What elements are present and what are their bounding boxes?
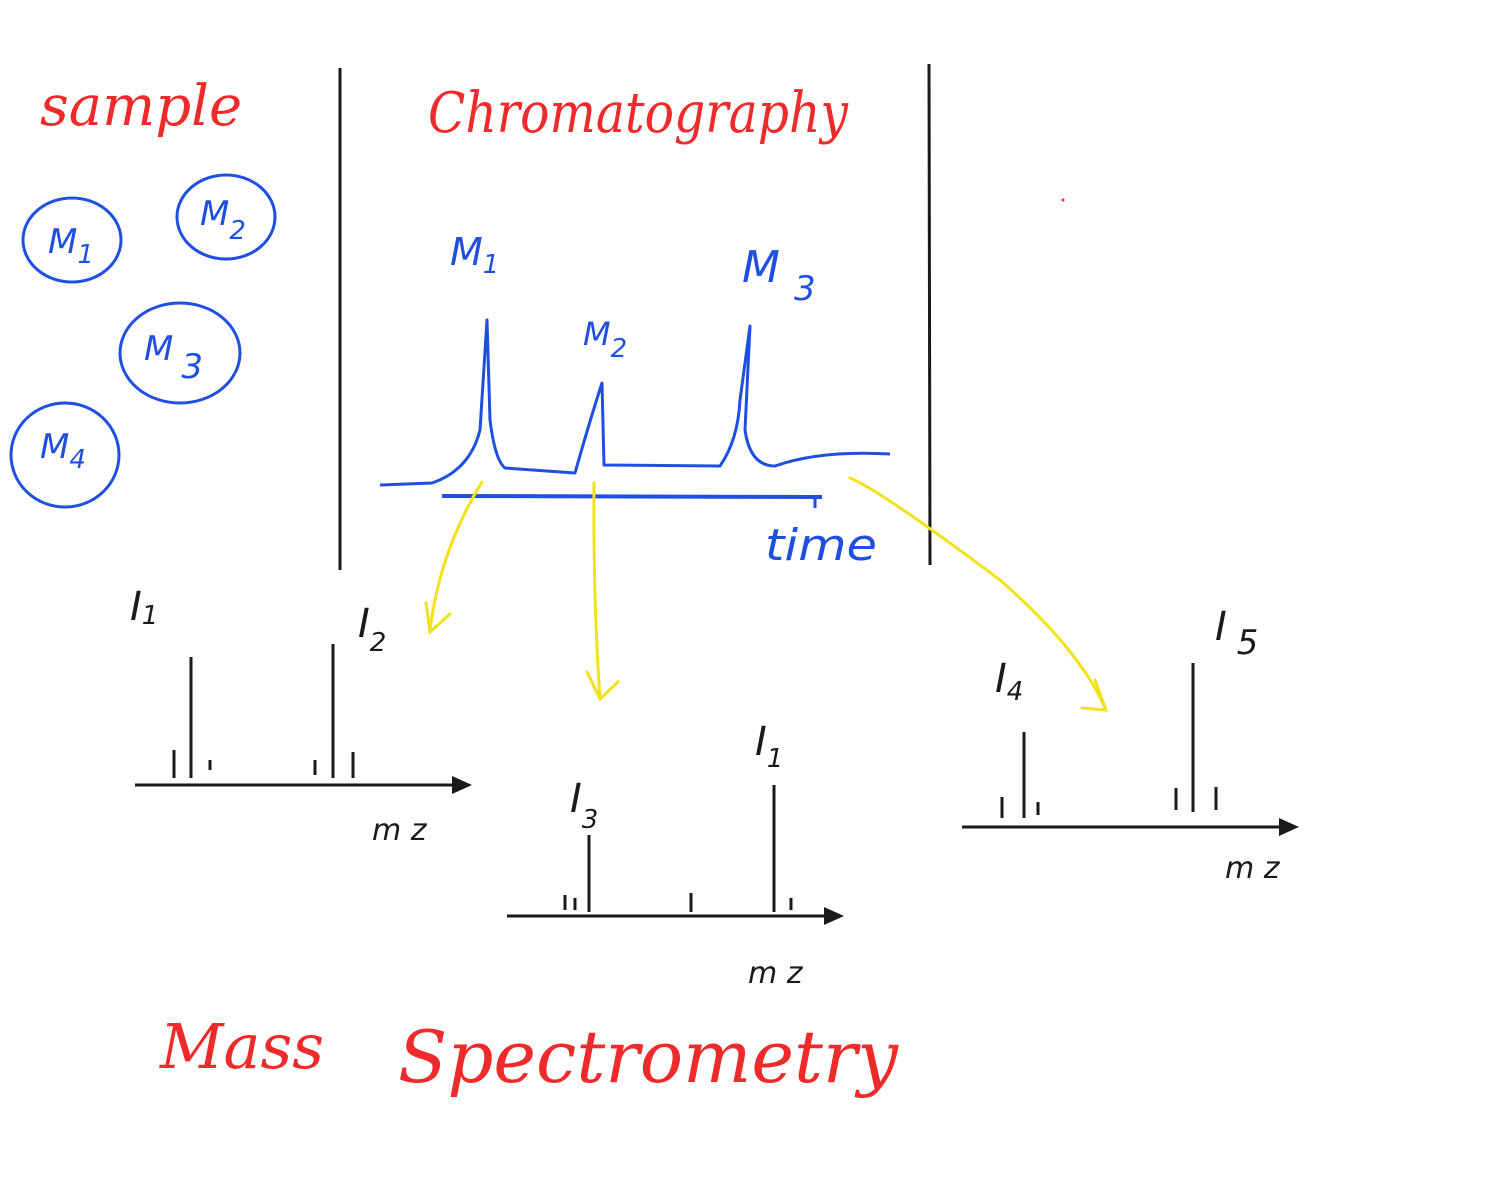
molecule-index: 3 bbox=[181, 347, 203, 387]
molecule-index: 4 bbox=[69, 445, 86, 475]
spectrum-1-peaks bbox=[172, 644, 355, 778]
spectrometry-title: Spectrometry bbox=[398, 1015, 899, 1099]
svg-text:M3: M3 bbox=[144, 329, 203, 387]
sample-molecule-1: M1 bbox=[21, 196, 123, 284]
mass-title: Mass bbox=[159, 1010, 324, 1083]
time-axis bbox=[441, 494, 823, 499]
molecule-index: 2 bbox=[229, 216, 246, 246]
arrow-peak2-to-spectrum2 bbox=[585, 481, 620, 702]
molecule-index: 1 bbox=[77, 240, 94, 270]
arrow-peak1-to-spectrum1 bbox=[424, 480, 484, 636]
spectrum-1-axis-label: m z bbox=[372, 813, 428, 848]
stray-dot bbox=[1061, 198, 1065, 202]
chromatography-title: Chromatography bbox=[428, 81, 849, 146]
spectrum-3-axis-label: m z bbox=[1225, 851, 1281, 886]
spectrum-2-ion-3: I3 bbox=[570, 776, 598, 835]
spectrum-2-ion-1: I1 bbox=[755, 719, 783, 774]
time-axis-label: time bbox=[765, 520, 877, 571]
divider-right bbox=[927, 63, 932, 566]
spectrum-3-peaks bbox=[1000, 663, 1218, 818]
svg-text:M1: M1 bbox=[48, 222, 94, 270]
svg-text:M4: M4 bbox=[40, 427, 86, 475]
sample-molecule-2: M2 bbox=[175, 173, 277, 261]
spectrum-2-axis-label: m z bbox=[748, 956, 804, 991]
spectrum-3-arrowhead bbox=[1279, 818, 1299, 836]
sample-title: sample bbox=[40, 74, 242, 139]
spectrum-2: I3 I1 m z bbox=[507, 719, 844, 991]
arrow-peak3-to-spectrum3 bbox=[848, 476, 1109, 712]
molecule-letter: M bbox=[48, 222, 77, 262]
spectrum-2-arrowhead bbox=[824, 907, 844, 925]
spectrum-1-ion-2: I2 bbox=[358, 601, 386, 658]
chromatogram-trace bbox=[379, 318, 891, 487]
sample-molecule-4: M4 bbox=[9, 401, 121, 509]
molecule-letter: M bbox=[200, 194, 229, 234]
molecule-letter: M bbox=[144, 329, 173, 369]
peak-label-m2: M2 bbox=[583, 315, 627, 364]
spectrum-3-ion-4: I4 bbox=[995, 656, 1023, 707]
spectrum-1: I1 I2 m z bbox=[130, 584, 472, 848]
spectrum-2-peaks bbox=[563, 785, 793, 912]
peak-label-m1: M1 bbox=[450, 230, 499, 280]
molecule-letter: M bbox=[40, 427, 69, 467]
svg-text:M2: M2 bbox=[200, 194, 246, 246]
spectrum-1-arrowhead bbox=[452, 776, 472, 794]
spectrum-1-ion-1: I1 bbox=[130, 584, 158, 631]
